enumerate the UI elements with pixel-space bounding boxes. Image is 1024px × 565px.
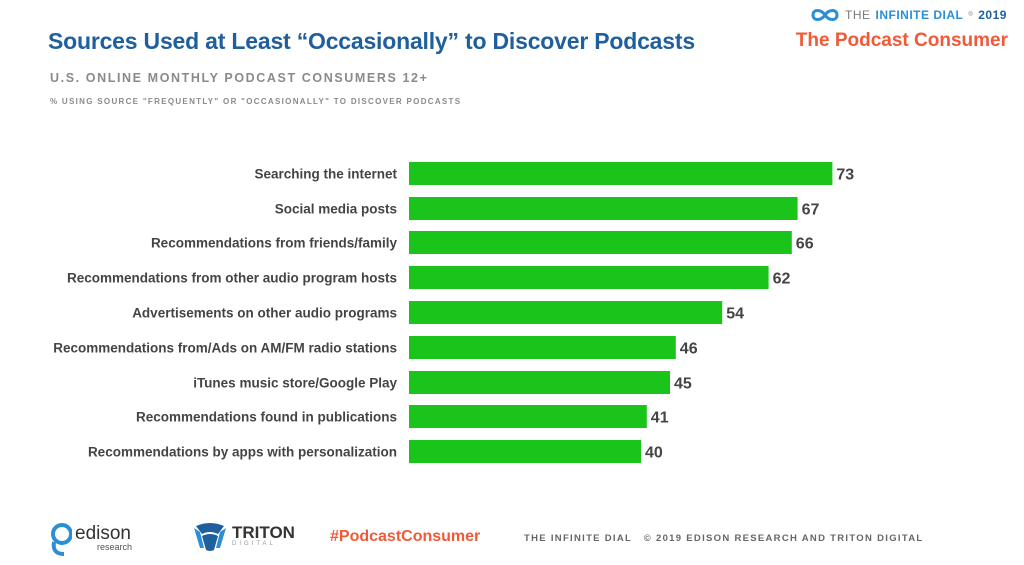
bar [409,405,647,428]
infinity-logo-icon [811,9,839,21]
category-label: Social media posts [275,202,397,217]
value-label: 62 [773,271,791,288]
footer: edison research TRITON DIGITAL #PodcastC… [0,512,1024,562]
brand-trademark: ® [968,12,974,18]
value-label: 46 [680,341,698,358]
report-name: The Podcast Consumer [795,30,1008,51]
value-label: 40 [645,445,663,462]
category-label: Searching the internet [254,167,397,182]
category-label: Recommendations from/Ads on AM/FM radio … [53,341,397,356]
category-label: Recommendations from friends/family [151,236,398,251]
infinite-dial-brand: THE INFINITE DIAL ® 2019 [810,7,1007,23]
bar [409,336,676,359]
triton-name: TRITON [232,522,295,542]
triton-sub: DIGITAL [232,540,276,547]
triton-logo: TRITON DIGITAL [192,518,295,554]
bar [409,371,670,394]
bar [409,162,833,185]
value-label: 54 [726,306,744,323]
copyright: THE INFINITE DIAL © 2019 EDISON RESEARCH… [524,533,924,544]
bar [409,440,641,463]
bar [409,301,723,324]
brand-infinite-dial: INFINITE DIAL [875,8,964,22]
bar [409,266,769,289]
edison-logo: edison research [50,518,132,558]
page-title: Sources Used at Least “Occasionally” to … [48,28,695,54]
category-label: Recommendations from other audio program… [67,271,397,286]
brand-the: THE [845,8,871,22]
triton-logo-icon [194,523,226,551]
edison-logo-icon [51,523,72,556]
category-label: Advertisements on other audio programs [132,306,397,321]
value-label: 67 [802,202,820,219]
value-label: 66 [796,236,814,253]
category-label: Recommendations found in publications [136,410,397,425]
value-label: 45 [674,376,692,393]
category-label: Recommendations by apps with personaliza… [88,445,397,460]
chart-subtitle: U.S. ONLINE MONTHLY PODCAST CONSUMERS 12… [50,71,429,85]
edison-name: edison [75,522,131,544]
brand-year: 2019 [978,8,1007,22]
chart-note: % USING SOURCE "FREQUENTLY" OR "OCCASION… [50,97,462,106]
value-label: 41 [651,410,669,427]
bar [409,231,792,254]
bar-chart: Searching the internet 73 Social media pos… [53,162,854,463]
hashtag: #PodcastConsumer [330,528,481,545]
bar [409,197,798,220]
category-label: iTunes music store/Google Play [193,376,397,391]
value-label: 73 [836,167,854,184]
edison-sub: research [97,541,133,552]
